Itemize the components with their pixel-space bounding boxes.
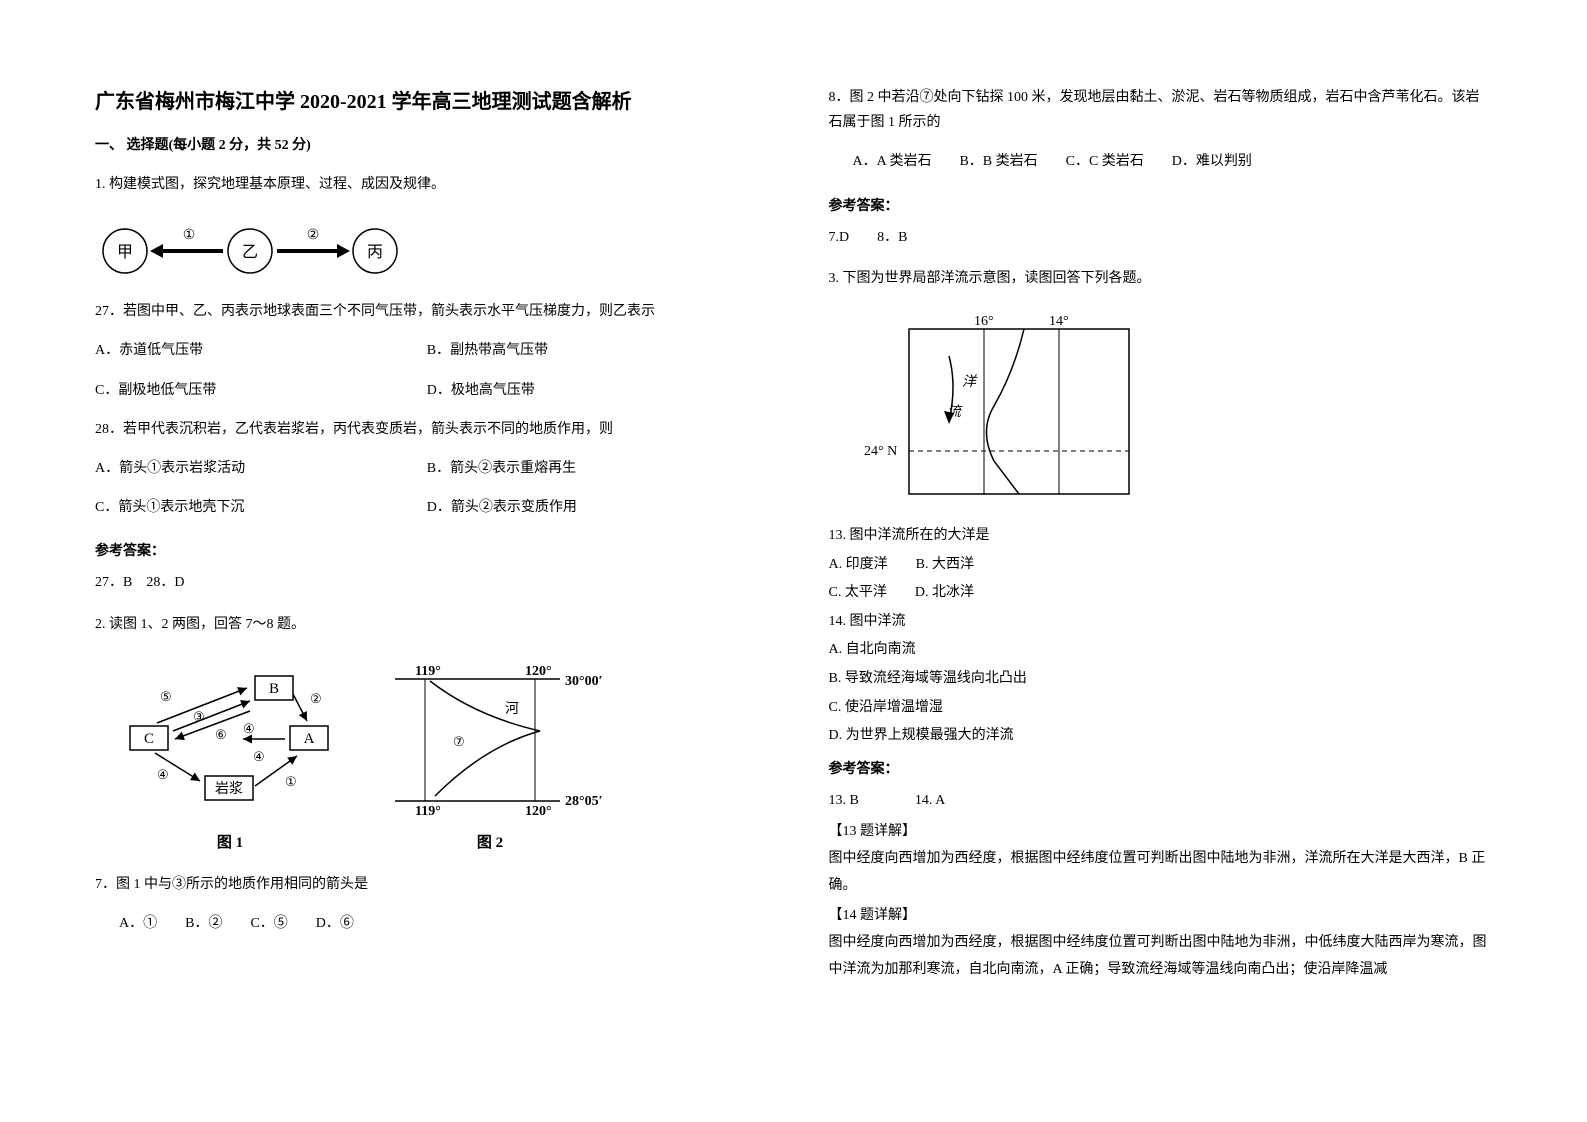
opt-b: B．箭头②表示重熔再生 (427, 456, 759, 481)
q3-text: 3. 下图为世界局部洋流示意图，读图回答下列各题。 (829, 266, 1493, 291)
q3-answer-label: 参考答案： (829, 758, 1493, 778)
svg-text:30°00′: 30°00′ (565, 674, 603, 689)
q2-sub7: 7．图 1 中与③所示的地质作用相同的箭头是 (95, 872, 759, 897)
svg-text:③: ③ (193, 709, 205, 724)
svg-text:⑤: ⑤ (160, 689, 172, 704)
node-jia: 甲 (117, 244, 133, 261)
q2-text: 2. 读图 1、2 两图，回答 7～8 题。 (95, 612, 759, 637)
q3-number: 3. (829, 271, 840, 286)
svg-text:④: ④ (253, 749, 265, 764)
svg-text:A: A (304, 731, 315, 747)
svg-text:②: ② (310, 691, 322, 706)
q3-diagram: 16° 14° 24° N 洋 流 (859, 311, 1493, 511)
svg-text:119°: 119° (415, 804, 441, 819)
svg-text:洋: 洋 (962, 374, 978, 390)
svg-text:⑥: ⑥ (215, 727, 227, 742)
q3-explain13-text: 图中经度向西增加为西经度，根据图中经纬度位置可判断出图中陆地为非洲，洋流所在大洋… (829, 846, 1493, 899)
opt-c: C．箭头①表示地壳下沉 (95, 495, 427, 520)
svg-text:B: B (269, 681, 279, 697)
opt-a: A．箭头①表示岩浆活动 (95, 456, 427, 481)
node-yi: 乙 (242, 244, 258, 261)
q1-sub27-row2: C．副极地低气压带 D．极地高气压带 (95, 378, 759, 403)
node-bing: 丙 (367, 244, 383, 261)
arrow-1-label: ① (183, 228, 196, 243)
q1-answer-label: 参考答案： (95, 540, 759, 560)
svg-text:⑦: ⑦ (453, 734, 465, 749)
svg-text:28°05′: 28°05′ (565, 794, 603, 809)
q3-sub14-b: B. 导致流经海域等温线向北凸出 (829, 666, 1493, 693)
q3-sub14: 14. 图中洋流 (829, 609, 1493, 636)
svg-text:119°: 119° (415, 664, 441, 679)
q3-body: 下图为世界局部洋流示意图，读图回答下列各题。 (843, 271, 1151, 286)
svg-text:④: ④ (243, 721, 255, 736)
right-column: 8．图 2 中若沿⑦处向下钻探 100 米，发现地层由黏土、淤泥、岩石等物质组成… (829, 85, 1493, 1082)
q2-sub7-opts: A．① B．② C．⑤ D．⑥ (95, 911, 759, 936)
q3-diagram-svg: 16° 14° 24° N 洋 流 (859, 311, 1149, 506)
document-title: 广东省梅州市梅江中学 2020-2021 学年高三地理测试题含解析 (95, 85, 759, 114)
q1-sub27: 27．若图中甲、乙、丙表示地球表面三个不同气压带，箭头表示水平气压梯度力，则乙表… (95, 299, 759, 324)
q1-sub28-row2: C．箭头①表示地壳下沉 D．箭头②表示变质作用 (95, 495, 759, 520)
opt-a: A．赤道低气压带 (95, 338, 427, 363)
q3-sub14-d: D. 为世界上规模最强大的洋流 (829, 723, 1493, 750)
q3-sub14-c: C. 使沿岸增温增湿 (829, 695, 1493, 722)
q2-answer: 7.D 8．B (829, 225, 1493, 250)
opt-d: D．箭头②表示变质作用 (427, 495, 759, 520)
q3-sub13-opts1: A. 印度洋 B. 大西洋 (829, 552, 1493, 579)
fig1-label: 图 1 (125, 831, 335, 852)
svg-text:①: ① (285, 774, 297, 789)
svg-text:流: 流 (947, 404, 963, 420)
opt-b: B．副热带高气压带 (427, 338, 759, 363)
svg-text:河: 河 (505, 701, 519, 717)
q1-diagram: 甲 乙 丙 ① ② (95, 221, 759, 281)
opt-c: C．副极地低气压带 (95, 378, 427, 403)
q1-sub28-row1: A．箭头①表示岩浆活动 B．箭头②表示重熔再生 (95, 456, 759, 481)
q1-sub28: 28．若甲代表沉积岩，乙代表岩浆岩，丙代表变质岩，箭头表示不同的地质作用，则 (95, 417, 759, 442)
q3-sub13-opts2: C. 太平洋 D. 北冰洋 (829, 580, 1493, 607)
q2-diagram: B C A 岩浆 ⑤ ② (125, 661, 759, 852)
q3-explain14-text: 图中经度向西增加为西经度，根据图中经纬度位置可判断出图中陆地为非洲，中低纬度大陆… (829, 930, 1493, 983)
q3-sub14-a: A. 自北向南流 (829, 637, 1493, 664)
svg-text:120°: 120° (525, 804, 552, 819)
arrow-2-label: ② (307, 228, 320, 243)
q1-body: 构建模式图，探究地理基本原理、过程、成因及规律。 (109, 177, 445, 192)
q2-sub8: 8．图 2 中若沿⑦处向下钻探 100 米，发现地层由黏土、淤泥、岩石等物质组成… (829, 85, 1493, 135)
fig2-label: 图 2 (375, 831, 605, 852)
q1-number: 1. (95, 177, 106, 192)
svg-text:岩浆: 岩浆 (215, 781, 243, 797)
q1-answer: 27．B 28．D (95, 570, 759, 595)
q1-sub27-row1: A．赤道低气压带 B．副热带高气压带 (95, 338, 759, 363)
q1-text: 1. 构建模式图，探究地理基本原理、过程、成因及规律。 (95, 172, 759, 197)
fig1-svg: B C A 岩浆 ⑤ ② (125, 661, 335, 826)
q2-number: 2. (95, 617, 106, 632)
q1-diagram-svg: 甲 乙 丙 ① ② (95, 221, 405, 281)
fig2-svg: 119° 120° 30°00′ 河 ⑦ 119° 120° 28°05′ (375, 661, 605, 826)
svg-text:④: ④ (157, 767, 169, 782)
svg-text:C: C (144, 731, 154, 747)
section-header: 一、 选择题(每小题 2 分，共 52 分) (95, 134, 759, 154)
q2-answer-label: 参考答案： (829, 195, 1493, 215)
opt-d: D．极地高气压带 (427, 378, 759, 403)
svg-text:16°: 16° (974, 314, 994, 329)
q3-explain13-label: 【13 题详解】 (829, 819, 1493, 844)
fig2-wrapper: 119° 120° 30°00′ 河 ⑦ 119° 120° 28°05′ 图 … (375, 661, 605, 852)
q2-body: 读图 1、2 两图，回答 7～8 题。 (109, 617, 305, 632)
q2-sub8-opts: A．A 类岩石 B．B 类岩石 C．C 类岩石 D．难以判别 (829, 149, 1493, 174)
fig1-wrapper: B C A 岩浆 ⑤ ② (125, 661, 335, 852)
svg-text:24° N: 24° N (864, 444, 897, 459)
q3-explain14-label: 【14 题详解】 (829, 903, 1493, 928)
left-column: 广东省梅州市梅江中学 2020-2021 学年高三地理测试题含解析 一、 选择题… (95, 85, 759, 1082)
svg-text:120°: 120° (525, 664, 552, 679)
svg-text:14°: 14° (1049, 314, 1069, 329)
q3-answer: 13. B 14. A (829, 788, 1493, 813)
q3-sub13: 13. 图中洋流所在的大洋是 (829, 523, 1493, 550)
